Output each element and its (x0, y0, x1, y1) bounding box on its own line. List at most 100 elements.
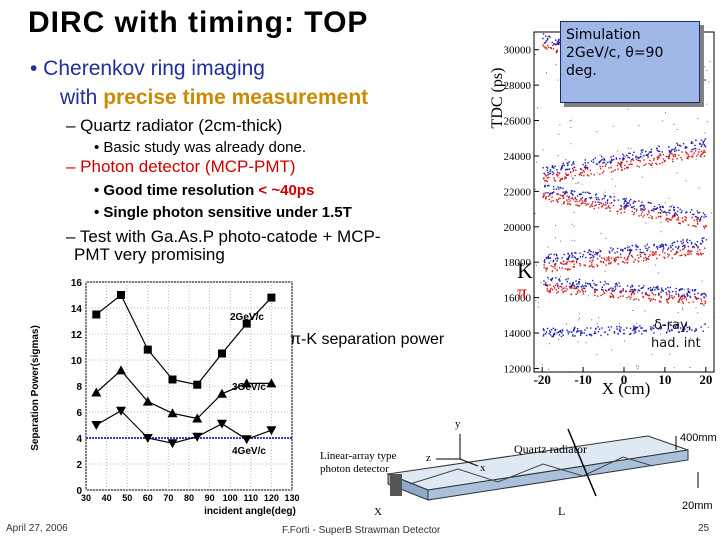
tdc-y-tick: 12000 (504, 363, 532, 375)
time-resolution-value: < ~40ps (258, 182, 315, 199)
chart-y-tick: 0 (76, 486, 82, 497)
chart-x-tick: 70 (163, 493, 173, 503)
label-hadronic-interaction: had. int (651, 336, 701, 351)
chart-x-tick: 130 (284, 493, 299, 503)
sub-quartz-radiator: – Quartz radiator (2cm-thick) (66, 116, 283, 135)
chart-y-tick: 16 (71, 278, 83, 289)
chart-x-tick: 60 (143, 493, 153, 503)
tdc-hit-band (543, 283, 707, 306)
time-resolution-label: • Good time resolution (94, 182, 259, 199)
chart-point-triangle (266, 378, 277, 388)
simulation-info-box (560, 21, 700, 103)
chart-point-triangle (216, 388, 227, 398)
tdc-y-tick: 16000 (504, 293, 532, 305)
quartz-title: Quartz radiator (514, 442, 587, 456)
tdc-x-tick: -10 (574, 372, 591, 387)
tdc-hit-band (544, 184, 707, 221)
simulation-info-text: Simulation 2GeV/c, θ=90 deg. (566, 26, 663, 80)
sub-test-line2: PMT very promising (74, 245, 225, 264)
tdc-hit-band (543, 246, 706, 273)
axis-X-label: X (374, 506, 382, 518)
chart-point-triangle (91, 387, 102, 397)
chart-point-triangle-down (266, 426, 277, 436)
chart-series-label: 3GeV/c (232, 382, 266, 393)
axis-y-label: y (455, 418, 461, 430)
slide-title: DIRC with timing: TOP (28, 6, 369, 39)
chart-point-triangle (116, 365, 127, 375)
chart-point-triangle (241, 378, 252, 388)
simulation-line1: Simulation (566, 27, 641, 43)
tdc-y-tick: 26000 (504, 116, 532, 128)
chart-y-tick: 6 (76, 408, 82, 419)
tdc-hit-band (542, 192, 707, 229)
chart-series-line (95, 369, 272, 420)
chart-point-triangle-down (192, 432, 203, 442)
footer-date: April 27, 2006 (6, 523, 68, 534)
chart-y-axis-label: Separation Power(sigmas) (30, 325, 41, 451)
chart-x-axis-label: incident angle(deg) (204, 506, 296, 517)
label-pion: π (517, 282, 528, 304)
chart-x-tick: 100 (223, 493, 238, 503)
simulation-line3: deg. (566, 63, 597, 79)
sub-photon-detector: – Photon detector (MCP-PMT) (66, 157, 296, 176)
chart-point-square (168, 375, 177, 384)
tdc-x-tick: -20 (534, 372, 551, 387)
detector-label-line1: Linear-array type (320, 450, 397, 462)
chart-point-square (242, 319, 251, 328)
sub-test-line1: – Test with Ga.As.P photo-catode + MCP- (66, 227, 381, 246)
tdc-hit-band (543, 237, 708, 264)
chart-point-triangle (192, 413, 203, 423)
tdc-y-tick: 14000 (504, 328, 532, 340)
quartz-radiator-svg (386, 428, 699, 501)
chart-point-square (117, 291, 126, 299)
bullet-cherenkov-prefix: with (60, 86, 104, 109)
separation-power-chart: 2GeV/c 3GeV/c 4GeV/c 0 2 4 6 8 10 12 14 16 30 40 50 60… (30, 278, 300, 517)
sub-test-gaasp: – Test with Ga.As.P photo-catode + MCP- … (66, 228, 381, 264)
chart-point-triangle-down (116, 406, 127, 416)
particle-track (567, 428, 597, 497)
precise-time-highlight: precise time measurement (103, 86, 369, 109)
chart-tick-labels: 0 2 4 6 8 10 12 14 16 30 40 50 60 70 80 90 100 110 120 130 (71, 278, 300, 503)
chart-point-triangle (167, 408, 178, 418)
chart-point-square (193, 380, 202, 389)
detector-label-line2: photon detector (320, 463, 389, 475)
chart-point-triangle-down (142, 434, 153, 443)
dimension-20mm: 20mm (682, 500, 713, 512)
chart-series-label: 2GeV/c (230, 312, 264, 323)
axis-z-label: z (426, 452, 431, 464)
tdc-y-tick: 18000 (504, 257, 532, 269)
axis-x-line (459, 458, 479, 467)
chart-series-line (95, 294, 272, 386)
photon-path (409, 456, 654, 485)
chart-point-triangle-down (167, 439, 178, 449)
tdc-tick-labels: 30000 28000 26000 24000 22000 20000 18000 16000… (504, 45, 713, 387)
page-number: 25 (698, 523, 710, 534)
chart-series-label: 4GeV/c (232, 446, 266, 457)
chart-x-tick: 110 (244, 493, 259, 503)
bullet-cherenkov: • Cherenkov ring imaging (30, 57, 265, 80)
label-kaon: K (517, 258, 533, 283)
chart-y-tick: 8 (76, 382, 82, 393)
chart-point-square (143, 345, 152, 354)
tdc-x-tick: 0 (621, 372, 628, 387)
sub-basic-study: • Basic study was already done. (94, 139, 307, 156)
chart-series-group: 2GeV/c 3GeV/c 4GeV/c (91, 291, 277, 457)
tdc-x-tick: 20 (699, 372, 712, 387)
sub-single-photon: • Single photon sensitive under 1.5T (94, 204, 352, 221)
label-delta-ray: δ-ray, (654, 318, 692, 333)
chart-point-triangle-down (216, 419, 227, 429)
tdc-y-tick: 22000 (504, 186, 532, 198)
tdc-hit-band (543, 276, 707, 299)
chart-x-tick: 40 (102, 493, 112, 503)
tdc-y-axis-label: TDC (ps) (489, 68, 506, 129)
chart-point-square (217, 349, 226, 358)
length-label: L (558, 504, 566, 518)
chart-point-triangle-down (91, 421, 102, 430)
chart-point-triangle-down (241, 435, 252, 445)
chart-x-tick: 50 (122, 493, 132, 503)
axis-x-label: x (480, 462, 486, 474)
tdc-y-tick: 30000 (504, 45, 532, 57)
chart-x-tick: 80 (184, 493, 194, 503)
tdc-y-tick: 20000 (504, 222, 532, 234)
simulation-line2: 2GeV/c, θ=90 (566, 45, 664, 61)
